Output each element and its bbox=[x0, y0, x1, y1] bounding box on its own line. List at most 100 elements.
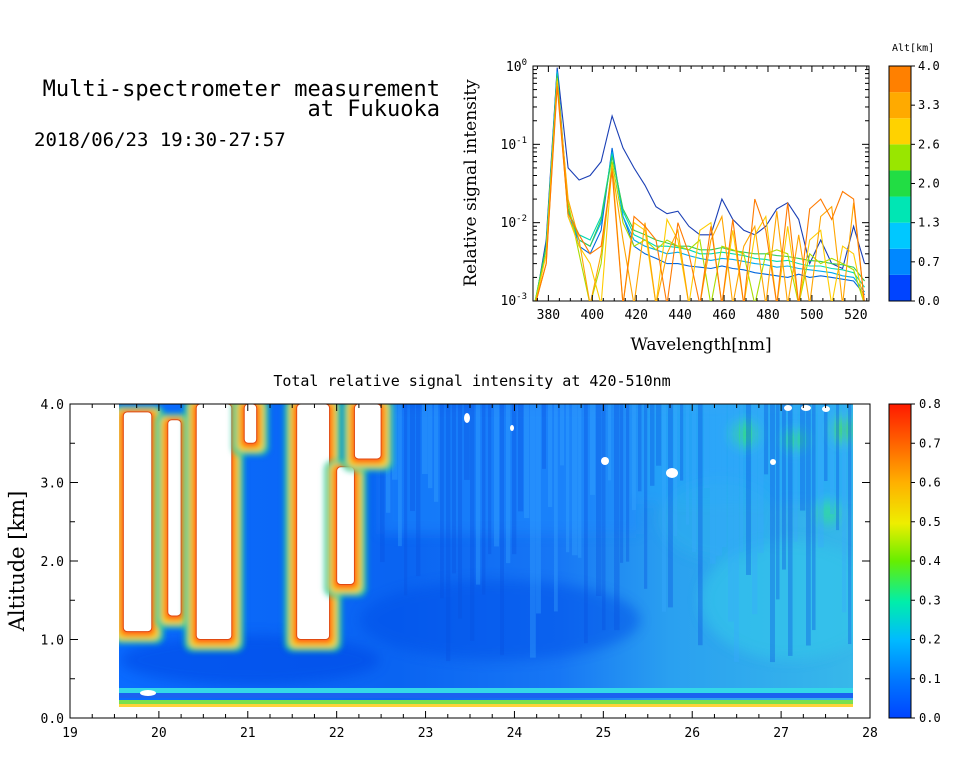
heatmap-streak bbox=[686, 404, 690, 525]
altitude-colorbar-segment bbox=[889, 248, 911, 275]
spectrum-y-tick-label: 10-3 bbox=[501, 292, 528, 309]
spectrum-series-line bbox=[535, 86, 865, 301]
heatmap-streak bbox=[494, 404, 500, 547]
heatmap-streak bbox=[506, 404, 511, 564]
saturated-column-core bbox=[195, 404, 233, 640]
heatmap-streak bbox=[380, 404, 385, 563]
heatmap-x-tick-label: 21 bbox=[240, 726, 256, 741]
heatmap-streak bbox=[416, 404, 421, 577]
heatmap-streak bbox=[572, 404, 578, 556]
heatmap-streak bbox=[518, 404, 524, 512]
heatmap-streak bbox=[740, 404, 744, 553]
spectrum-series-line bbox=[535, 67, 866, 301]
heatmap-streak bbox=[566, 404, 570, 553]
intensity-colorbar-tick-label: 0.2 bbox=[919, 633, 941, 647]
spectrum-y-tick-exponent: 0 bbox=[522, 58, 527, 68]
heatmap-streak bbox=[476, 404, 481, 585]
heatmap-streak bbox=[638, 404, 642, 492]
heatmap-streak bbox=[824, 404, 828, 482]
spectrum-x-tick-label: 480 bbox=[756, 308, 779, 323]
heatmap-streak bbox=[728, 404, 734, 622]
heatmap-title: Total relative signal intensity at 420-5… bbox=[273, 372, 670, 390]
heatmap-band-low bbox=[119, 693, 853, 698]
heatmap-y-tick-label: 3.0 bbox=[41, 477, 64, 492]
heatmap-streak bbox=[482, 404, 486, 595]
intensity-colorbar-tick-label: 0.1 bbox=[919, 672, 941, 686]
heatmap-streak bbox=[548, 404, 553, 508]
heatmap-streak bbox=[776, 404, 780, 600]
heatmap-streak bbox=[434, 404, 439, 502]
spectrum-y-tick-exponent: -2 bbox=[516, 214, 527, 224]
intensity-colorbar-tick-label: 0.5 bbox=[919, 515, 941, 529]
heatmap-streak bbox=[818, 404, 824, 548]
intensity-colorbar-tick-label: 0.4 bbox=[919, 554, 941, 568]
cloud-hole bbox=[464, 413, 470, 423]
heatmap-streak bbox=[446, 404, 451, 662]
heatmap-streak bbox=[794, 404, 798, 542]
spectrum-series-line bbox=[535, 80, 865, 301]
heatmap-streak bbox=[614, 404, 620, 631]
spectrum-y-tick-label: 10-1 bbox=[501, 136, 528, 153]
altitude-colorbar-tick-label: 4.0 bbox=[918, 59, 940, 73]
measurement-datetime: 2018/06/23 19:30-27:57 bbox=[34, 129, 286, 151]
heatmap-streak bbox=[662, 404, 667, 612]
heatmap-streak bbox=[692, 404, 697, 552]
heatmap-streak bbox=[488, 404, 492, 555]
heatmap-streak bbox=[620, 404, 624, 563]
heatmap-streak bbox=[752, 404, 758, 615]
heatmap-x-tick-label: 27 bbox=[773, 726, 789, 741]
saturated-column-core bbox=[296, 404, 331, 640]
saturated-column-core bbox=[336, 466, 355, 586]
cloud-hole bbox=[140, 690, 156, 696]
altitude-colorbar-segment bbox=[889, 196, 911, 223]
heatmap-field bbox=[119, 404, 853, 707]
heatmap-plot: Total relative signal intensity at 420-5… bbox=[5, 372, 941, 741]
intensity-colorbar-tick-label: 0.0 bbox=[919, 711, 941, 725]
spectrum-x-ticks: 380 400 420 440 460 480 500 520 bbox=[537, 66, 868, 323]
altitude-colorbar: 0.0 0.7 1.3 2.0 2.6 3.3 4.0 bbox=[888, 59, 940, 308]
cloud-hole bbox=[801, 405, 811, 411]
spectrum-y-tick-exponent: -1 bbox=[516, 136, 527, 146]
cloud-hole bbox=[510, 425, 514, 431]
heatmap-streak bbox=[584, 404, 588, 644]
altitude-colorbar-tick-label: 2.0 bbox=[918, 177, 940, 191]
heatmap-streak bbox=[608, 404, 612, 481]
heat-patch bbox=[818, 500, 838, 524]
heatmap-streak bbox=[842, 404, 847, 613]
heatmap-streak bbox=[626, 404, 630, 562]
spectrum-x-tick-label: 420 bbox=[624, 308, 647, 323]
heatmap-streak bbox=[830, 404, 835, 515]
heatmap-y-tick-label: 1.0 bbox=[41, 634, 64, 649]
heatmap-streak bbox=[602, 404, 606, 631]
intensity-colorbar-ticks: 0.0 0.1 0.2 0.3 0.4 0.5 0.6 0.7 0.8 bbox=[911, 397, 941, 725]
altitude-colorbar-segment bbox=[889, 222, 911, 249]
heat-patch bbox=[832, 416, 852, 444]
heatmap-streak bbox=[632, 404, 636, 511]
heatmap-streak bbox=[704, 404, 710, 489]
cloud-holes bbox=[140, 405, 830, 696]
heatmap-streak bbox=[758, 404, 764, 553]
spectrum-y-tick-exponent: -3 bbox=[516, 292, 527, 302]
spectrum-series-line bbox=[534, 75, 866, 301]
cloud-hole bbox=[666, 468, 678, 478]
spectrum-x-tick-label: 440 bbox=[668, 308, 691, 323]
heatmap-y-tick-label: 2.0 bbox=[41, 555, 64, 570]
heatmap-streak bbox=[512, 404, 517, 555]
spectrum-x-tick-label: 460 bbox=[712, 308, 735, 323]
heatmap-streak bbox=[680, 404, 684, 481]
cloud-hole bbox=[601, 457, 609, 465]
cloud-hole bbox=[822, 406, 830, 412]
heatmap-y-tick-label: 0.0 bbox=[41, 712, 64, 727]
heatmap-x-tick-label: 25 bbox=[596, 726, 612, 741]
heatmap-texture bbox=[120, 404, 853, 685]
saturated-column-core bbox=[167, 419, 182, 617]
intensity-colorbar bbox=[888, 403, 912, 719]
title-line-2: at Fukuoka bbox=[308, 97, 440, 122]
heatmap-streak bbox=[410, 404, 416, 512]
saturated-columns bbox=[119, 404, 394, 652]
heatmap-streak bbox=[716, 404, 722, 556]
heatmap-streak bbox=[782, 404, 786, 570]
heatmap-streak bbox=[422, 404, 428, 475]
spectrum-x-tick-label: 520 bbox=[844, 308, 867, 323]
cloud-hole bbox=[770, 459, 776, 465]
